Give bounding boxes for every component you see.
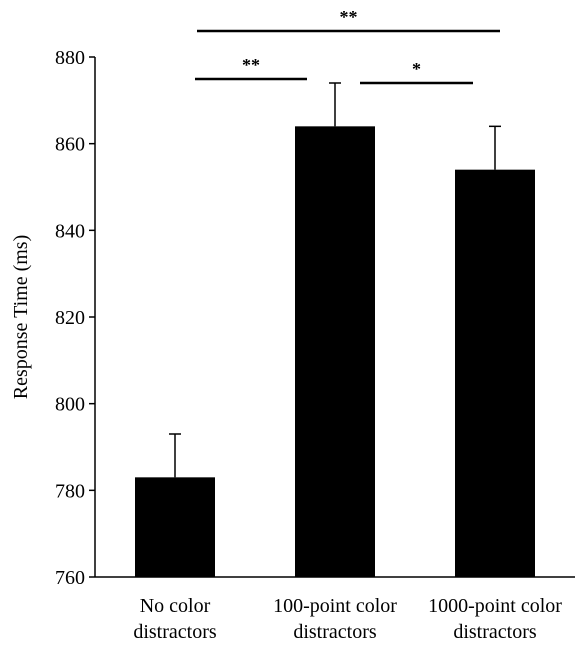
y-tick-label: 860 xyxy=(55,134,85,156)
y-axis-title-group: Response Time (ms) xyxy=(10,235,32,399)
y-tick-label: 880 xyxy=(55,47,85,69)
y-tick-label: 780 xyxy=(55,480,85,502)
significance-label: ** xyxy=(242,55,260,75)
x-category-label: distractors xyxy=(293,621,377,643)
y-tick-label: 840 xyxy=(55,220,85,242)
significance-label: * xyxy=(412,59,421,79)
x-category-label: 100-point color xyxy=(273,595,397,617)
y-tick-label: 760 xyxy=(55,567,85,589)
bar xyxy=(135,477,215,577)
bar xyxy=(295,126,375,577)
y-tick-label: 800 xyxy=(55,394,85,416)
bar xyxy=(455,169,535,577)
significance-label: ** xyxy=(340,7,358,27)
x-category-label: 1000-point color xyxy=(428,595,562,617)
x-category-label: distractors xyxy=(133,621,217,643)
y-tick-label: 820 xyxy=(55,307,85,329)
y-axis-title: Response Time (ms) xyxy=(10,235,32,399)
x-category-label: distractors xyxy=(453,621,537,643)
x-category-label: No color xyxy=(140,595,211,617)
